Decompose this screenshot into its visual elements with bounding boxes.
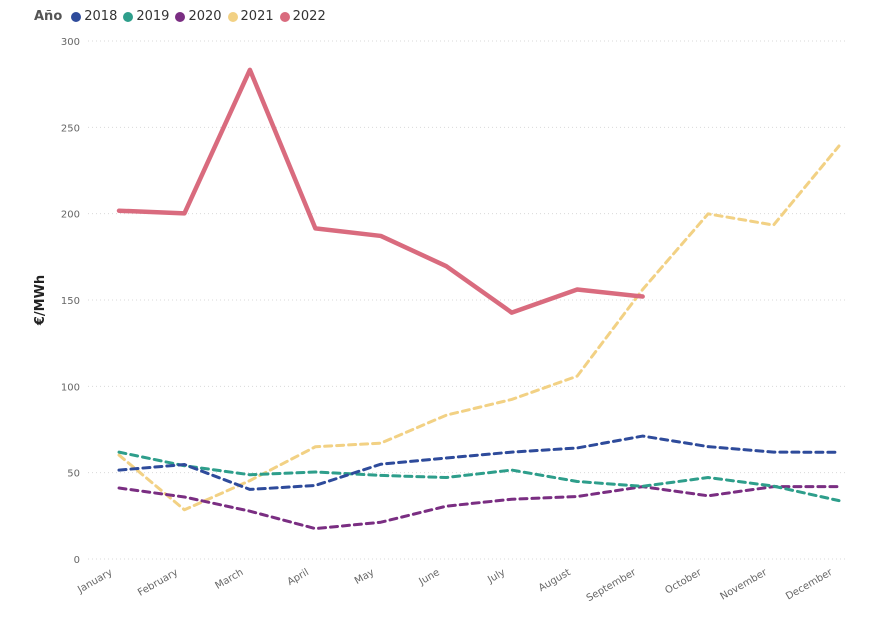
y-axis-ticks: 0 50 100 150 200 250 300 [61, 37, 80, 566]
legend-dot-2020 [175, 11, 186, 22]
legend-item-2018[interactable]: 2018 [71, 9, 117, 24]
legend-item-2019[interactable]: 2019 [123, 9, 169, 24]
legend-dot-2022 [279, 11, 290, 22]
legend-title: Año [34, 9, 63, 24]
legend: Año 2018 2019 2020 2021 2022 [34, 9, 332, 24]
x-tick-october: October [663, 567, 704, 597]
legend-label-2022: 2022 [292, 9, 326, 24]
series-line-2022[interactable] [116, 67, 645, 315]
y-tick-300: 300 [61, 37, 80, 48]
legend-label-2018: 2018 [84, 9, 118, 24]
legend-label-2021: 2021 [240, 9, 274, 24]
series-line-2020[interactable] [117, 485, 841, 531]
y-tick-100: 100 [61, 382, 80, 393]
legend-dot-2019 [123, 11, 134, 22]
x-tick-september: September [585, 567, 639, 605]
x-tick-january: January [75, 567, 114, 596]
legend-item-2020[interactable]: 2020 [175, 9, 222, 24]
x-tick-june: June [417, 567, 442, 588]
x-tick-february: February [136, 567, 180, 599]
y-tick-0: 0 [74, 555, 80, 566]
legend-item-2022[interactable]: 2022 [279, 9, 326, 24]
series-line-2018[interactable] [117, 434, 841, 491]
legend-item-2021[interactable]: 2021 [227, 9, 274, 24]
x-tick-august: August [537, 567, 573, 594]
legend-dot-2018 [71, 11, 82, 22]
y-tick-250: 250 [61, 123, 80, 134]
x-tick-april: April [286, 567, 311, 588]
legend-label-2019: 2019 [136, 9, 170, 24]
series-line-2021[interactable] [117, 144, 841, 512]
y-tick-150: 150 [61, 296, 80, 307]
x-tick-march: March [214, 567, 246, 592]
x-tick-may: May [353, 567, 376, 587]
x-tick-december: December [784, 567, 835, 603]
legend-dot-2021 [227, 11, 238, 22]
series-lines [116, 67, 841, 531]
x-axis-ticks: January February March April May June July Augu… [75, 567, 835, 605]
x-tick-july: July [485, 567, 507, 586]
x-tick-november: November [718, 567, 769, 603]
y-axis-label: €/MWh [33, 275, 48, 326]
series-line-2019[interactable] [117, 450, 841, 503]
legend-label-2020: 2020 [188, 9, 222, 24]
y-tick-200: 200 [61, 210, 80, 221]
y-tick-50: 50 [67, 469, 80, 480]
